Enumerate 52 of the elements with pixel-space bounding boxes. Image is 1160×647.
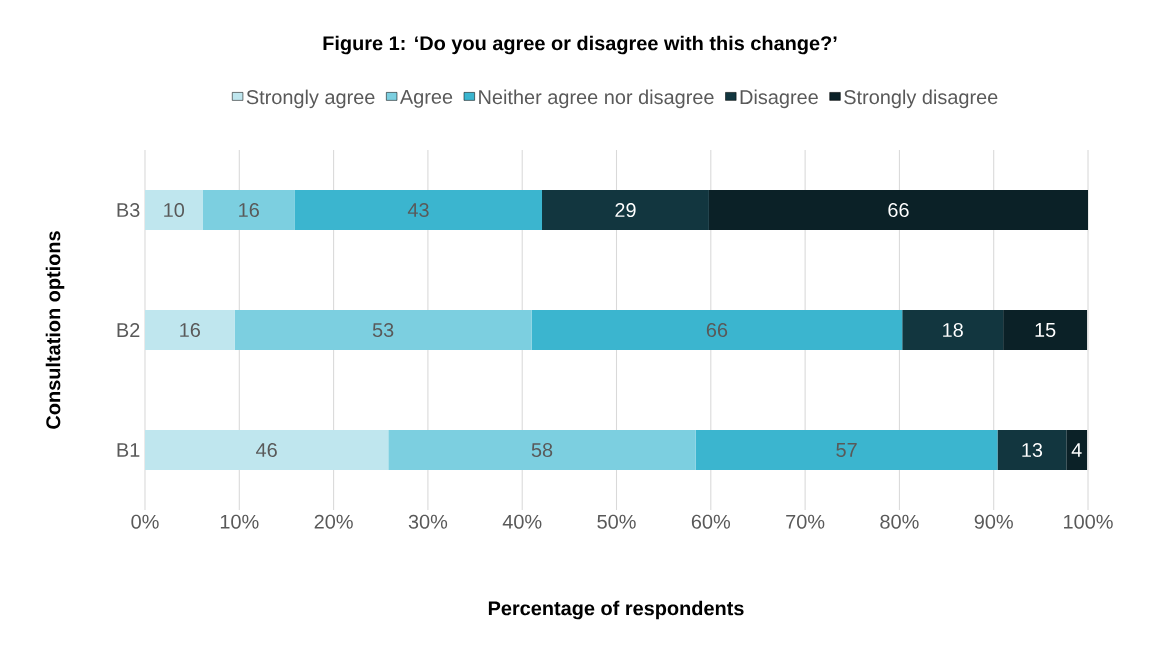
bar bbox=[145, 310, 235, 350]
x-tick-label: 20% bbox=[314, 514, 353, 529]
annotation: 15 bbox=[1035, 323, 1056, 337]
bar bbox=[202, 190, 295, 230]
bar bbox=[1066, 430, 1088, 470]
annotation: 29 bbox=[615, 202, 636, 218]
bar bbox=[294, 190, 543, 230]
x-tick-label: 70% bbox=[786, 514, 825, 529]
x-tick-label: 100% bbox=[1064, 514, 1113, 529]
x-tick-label: 10% bbox=[220, 514, 259, 529]
x-tick-label: 40% bbox=[502, 514, 542, 529]
annotation: 66 bbox=[706, 322, 728, 338]
y-tick-label: B3 bbox=[117, 202, 140, 218]
bar bbox=[1003, 310, 1088, 350]
legend-label: Strongly disagree bbox=[844, 89, 998, 109]
legend-label: Neither agree nor disagree bbox=[479, 89, 714, 109]
bar bbox=[997, 430, 1067, 470]
legend-label: Disagree bbox=[740, 89, 818, 109]
annotation: 13 bbox=[1022, 442, 1043, 458]
annotation: 43 bbox=[407, 202, 429, 218]
annotation: 57 bbox=[836, 443, 857, 457]
y-tick-label: B2 bbox=[117, 323, 140, 337]
y-axis-title: Consultation options bbox=[45, 231, 65, 429]
chart-title: Figure 1: ‘Do you agree or disagree with this change?’ bbox=[323, 35, 837, 55]
annotation: 4 bbox=[1071, 443, 1082, 457]
annotation: 10 bbox=[164, 202, 185, 218]
bar bbox=[388, 430, 696, 470]
bar bbox=[695, 430, 998, 470]
annotation: 58 bbox=[531, 442, 553, 458]
bar bbox=[708, 190, 1089, 230]
x-tick-label: 60% bbox=[691, 514, 731, 529]
annotation: 16 bbox=[180, 322, 200, 338]
bar bbox=[542, 190, 709, 230]
bar bbox=[145, 430, 389, 470]
annotation: 53 bbox=[372, 322, 394, 338]
x-tick-label: 0% bbox=[131, 514, 159, 529]
annotation: 46 bbox=[256, 442, 277, 458]
y-tick-label: B1 bbox=[117, 443, 140, 457]
legend-label: Strongly agree bbox=[246, 89, 375, 109]
x-axis-title: Percentage of respondents bbox=[488, 600, 744, 620]
annotation: 18 bbox=[943, 322, 963, 338]
bar bbox=[145, 190, 203, 230]
x-tick-label: 80% bbox=[880, 514, 919, 529]
x-tick-label: 90% bbox=[974, 514, 1013, 529]
bar bbox=[531, 310, 903, 350]
x-tick-label: 30% bbox=[408, 514, 448, 529]
bar bbox=[234, 310, 532, 350]
bar bbox=[902, 310, 1004, 350]
legend-label: Agree bbox=[399, 89, 453, 108]
x-tick-label: 50% bbox=[597, 514, 636, 529]
annotation: 66 bbox=[888, 202, 909, 218]
annotation: 16 bbox=[239, 202, 259, 218]
